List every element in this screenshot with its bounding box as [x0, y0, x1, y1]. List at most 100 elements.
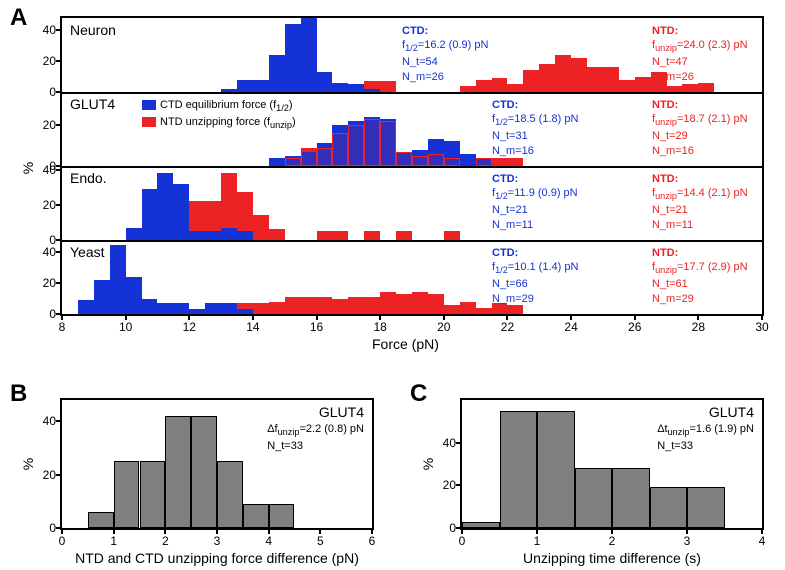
- histogram-bar: [301, 18, 317, 92]
- panel-a-xtick: 10: [114, 320, 138, 334]
- panel-a-ytick: 20: [32, 54, 56, 68]
- row-label: Neuron: [70, 22, 116, 38]
- xtick: 4: [259, 534, 279, 548]
- panel-a-ytick: 20: [32, 276, 56, 290]
- xtick: 2: [155, 534, 175, 548]
- annotation: CTD:f1/2=18.5 (1.8) pNN_t=31N_m=16: [492, 98, 578, 158]
- panel-a-ylabel: %: [20, 162, 36, 174]
- histogram-bar: [492, 78, 508, 92]
- panel-b-plot: 012345602040NTD and CTD unzipping force …: [60, 398, 374, 530]
- panel-a-xtick: 8: [50, 320, 74, 334]
- histogram-bar: [364, 297, 380, 314]
- histogram-bar: [687, 487, 725, 528]
- histogram-bar: [460, 302, 476, 314]
- panel-label-b: B: [10, 380, 27, 408]
- histogram-bar: [575, 468, 613, 528]
- histogram-bar: [269, 55, 285, 92]
- histogram-bar: [396, 152, 412, 166]
- histogram-bar: [317, 297, 333, 314]
- histogram-bar: [396, 294, 412, 314]
- histogram-bar: [364, 231, 380, 240]
- xtick: 5: [310, 534, 330, 548]
- xtick: 3: [207, 534, 227, 548]
- histogram-bar: [428, 154, 444, 166]
- histogram-bar: [537, 411, 575, 528]
- histogram-bar: [332, 83, 348, 92]
- histogram-bar: [285, 24, 301, 92]
- panel-a-row-yeast: 02040YeastCTD:f1/2=10.1 (1.4) pNN_t=66N_…: [62, 240, 762, 314]
- histogram-bar: [380, 81, 396, 92]
- histogram-bar: [507, 84, 523, 92]
- histogram-bar: [332, 133, 348, 166]
- histogram-bar: [444, 231, 460, 240]
- xtick: 1: [104, 534, 124, 548]
- histogram-bar: [237, 80, 253, 92]
- panel-a-row-endo: 02040Endo.CTD:f1/2=11.9 (0.9) pNN_t=21N_…: [62, 166, 762, 242]
- ytick: 40: [32, 414, 56, 428]
- histogram-bar: [269, 504, 295, 528]
- histogram-bar: [301, 148, 317, 167]
- histogram-bar: [492, 158, 508, 166]
- xlabel: Unzipping time difference (s): [462, 550, 762, 566]
- histogram-bar: [507, 305, 523, 314]
- panel-a-ytick: 0: [32, 307, 56, 321]
- histogram-bar: [348, 297, 364, 314]
- annotation: NTD:funzip=14.4 (2.1) pNN_t=21N_m=11: [652, 172, 748, 232]
- histogram-bar: [126, 228, 142, 240]
- annotation: NTD:funzip=17.7 (2.9) pNN_t=61N_m=29: [652, 246, 748, 306]
- panel-a-ytick: 40: [32, 23, 56, 37]
- histogram-bar: [253, 215, 269, 240]
- panel-a-ytick: 20: [32, 198, 56, 212]
- histogram-bar: [444, 158, 460, 166]
- histogram-bar: [173, 303, 189, 314]
- panel-a-row-glut4: 020GLUT4CTD:f1/2=18.5 (1.8) pNN_t=31N_m=…: [62, 92, 762, 168]
- panel-a-xtick: 20: [432, 320, 456, 334]
- histogram-bar: [189, 309, 205, 314]
- histogram-bar: [205, 303, 221, 314]
- histogram-bar: [110, 245, 126, 314]
- histogram-bar: [612, 468, 650, 528]
- histogram-bar: [317, 231, 333, 240]
- panel-title: GLUT4: [319, 404, 364, 420]
- legend: CTD equilibrium force (f1/2)NTD unzippin…: [142, 98, 296, 132]
- histogram-bar: [237, 309, 253, 314]
- panel-a-ytick: 20: [32, 118, 56, 132]
- histogram-bar: [428, 294, 444, 314]
- histogram-bar: [317, 72, 333, 92]
- histogram-bar: [221, 303, 237, 314]
- panel-label-c: C: [410, 380, 427, 408]
- panel-a-xtick: 26: [623, 320, 647, 334]
- histogram-bar: [462, 522, 500, 528]
- histogram-bar: [269, 302, 285, 314]
- annotation: Δfunzip=2.2 (0.8) pNN_t=33: [267, 422, 364, 453]
- histogram-bar: [189, 231, 205, 240]
- histogram-bar: [142, 189, 158, 240]
- histogram-bar: [157, 173, 173, 240]
- histogram-bar: [237, 231, 253, 240]
- histogram-bar: [285, 158, 301, 166]
- xtick: 2: [602, 534, 622, 548]
- histogram-bar: [507, 158, 523, 166]
- histogram-bar: [476, 158, 492, 166]
- histogram-bar: [317, 148, 333, 167]
- histogram-bar: [650, 487, 688, 528]
- xtick: 0: [52, 534, 72, 548]
- ylabel: %: [20, 458, 36, 470]
- histogram-bar: [412, 292, 428, 314]
- histogram-bar: [332, 231, 348, 240]
- figure-root: A 81012141618202224262830Force (pN)02040…: [0, 0, 785, 570]
- histogram-bar: [698, 83, 714, 92]
- histogram-bar: [142, 299, 158, 314]
- histogram-bar: [444, 305, 460, 314]
- panel-a-xtick: 12: [177, 320, 201, 334]
- histogram-bar: [285, 297, 301, 314]
- histogram-bar: [571, 58, 587, 92]
- ylabel: %: [420, 458, 436, 470]
- histogram-bar: [348, 84, 364, 92]
- histogram-bar: [396, 231, 412, 240]
- histogram-bar: [412, 156, 428, 166]
- annotation: NTD:funzip=24.0 (2.3) pNN_t=47N_m=26: [652, 24, 748, 84]
- histogram-bar: [94, 280, 110, 314]
- panel-a-ytick: 0: [32, 85, 56, 99]
- xlabel: NTD and CTD unzipping force difference (…: [62, 550, 372, 566]
